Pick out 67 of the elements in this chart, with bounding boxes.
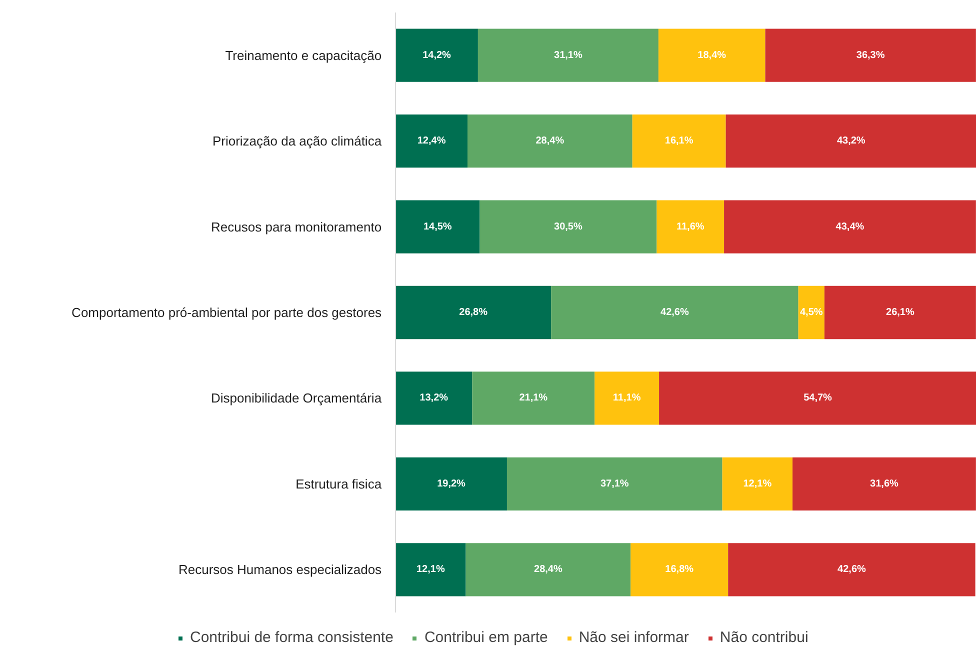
data-label: 31,1%: [554, 50, 582, 61]
bar: [722, 457, 793, 510]
y-tick-label: Priorização da ação climática: [212, 134, 382, 149]
bar: [594, 372, 660, 425]
data-label: 30,5%: [554, 221, 582, 232]
data-label: 21,1%: [519, 392, 548, 404]
bar: [396, 457, 507, 510]
y-tick-label: Disponibilidade Orçamentária: [211, 390, 382, 406]
data-label: 19,2%: [437, 478, 466, 490]
y-tick-label: Estrutura fisica: [296, 476, 382, 492]
data-label: 12,1%: [416, 564, 445, 576]
bar: [396, 114, 468, 168]
data-label: 11,1%: [612, 392, 641, 404]
bar: [478, 28, 658, 82]
legend-label: Não sei informar: [578, 629, 689, 646]
bar: [724, 200, 976, 254]
data-label: 11,6%: [676, 221, 704, 232]
legend-label: Contribui de forma consistente: [190, 629, 394, 646]
bar: [466, 543, 631, 596]
data-label: 14,2%: [422, 50, 452, 61]
bar: [659, 372, 976, 425]
bar: [396, 200, 480, 254]
data-label: 37,1%: [600, 478, 629, 490]
data-label: 28,4%: [534, 564, 562, 576]
data-label: 42,6%: [660, 307, 689, 318]
data-label: 4,5%: [800, 307, 823, 318]
data-label: 42,6%: [838, 564, 866, 576]
bar: [396, 372, 472, 425]
data-label: 26,8%: [459, 307, 488, 318]
bar: [506, 457, 722, 510]
bar: [798, 286, 824, 340]
y-tick-label: Recusos para monitoramento: [211, 219, 382, 234]
bar: [656, 200, 724, 254]
data-label: 26,1%: [886, 307, 914, 318]
bar: [728, 543, 976, 596]
bar: [630, 543, 728, 596]
bar: [468, 114, 632, 168]
data-label: 13,2%: [420, 392, 448, 404]
data-label: 36,3%: [856, 50, 885, 61]
bar: [824, 286, 976, 340]
data-label: 18,4%: [698, 50, 726, 61]
data-label: 16,8%: [665, 564, 694, 576]
data-label: 43,4%: [836, 221, 864, 232]
data-label: 12,4%: [417, 136, 446, 147]
bar: [551, 286, 798, 340]
y-tick-label: Recursos Humanos especializados: [178, 562, 382, 578]
data-label: 43,2%: [836, 136, 866, 147]
y-tick-label: Comportamento pró-ambiental por parte dos gestores: [72, 305, 382, 320]
bar: [396, 28, 478, 82]
legend-label: Não contribui: [720, 629, 808, 646]
bar: [396, 286, 552, 340]
bar: [658, 28, 766, 82]
bar: [396, 543, 466, 596]
bar: [792, 457, 976, 510]
bar: [472, 372, 595, 425]
data-label: 31,6%: [870, 478, 899, 490]
bar: [632, 114, 726, 168]
data-label: 54,7%: [804, 392, 832, 404]
data-label: 28,4%: [536, 136, 564, 147]
data-label: 14,5%: [423, 221, 452, 232]
bar: [765, 28, 976, 82]
legend-label: Contribui em parte: [424, 629, 548, 646]
y-tick-label: Treinamento e capacitação: [225, 48, 382, 63]
data-label: 12,1%: [743, 478, 772, 490]
bar: [480, 200, 657, 254]
data-label: 16,1%: [664, 136, 694, 147]
bar: [726, 114, 976, 168]
